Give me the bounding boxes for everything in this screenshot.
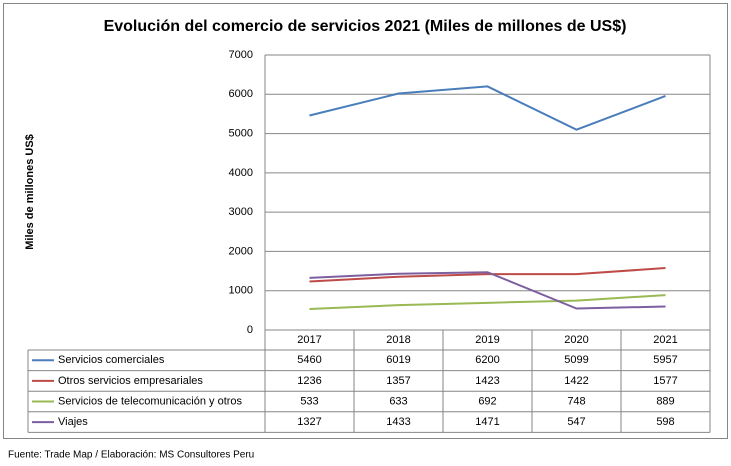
table-value: 6200 (475, 354, 499, 366)
table-value: 5099 (564, 354, 588, 366)
table-value: 889 (656, 395, 674, 407)
y-tick-label: 1000 (229, 285, 253, 297)
series-line (309, 267, 666, 283)
table-value: 1357 (386, 375, 410, 387)
y-tick-label: 5000 (229, 127, 253, 139)
x-tick-label: 2017 (297, 334, 321, 346)
legend-label: Servicios de telecomunicación y otros (58, 395, 243, 407)
x-tick-label: 2020 (564, 334, 588, 346)
table-value: 633 (389, 395, 407, 407)
table-value: 1236 (297, 375, 321, 387)
table-value: 1423 (475, 375, 499, 387)
series-line (309, 294, 666, 311)
table-value: 1433 (386, 416, 410, 428)
table-value: 748 (567, 395, 585, 407)
series-line (309, 85, 666, 131)
table-value: 5460 (297, 354, 321, 366)
table-value: 692 (478, 395, 496, 407)
table-value: 6019 (386, 354, 410, 366)
legend-label: Viajes (58, 416, 88, 428)
table-value: 1471 (475, 416, 499, 428)
y-axis-label: Miles de millones US$ (24, 134, 36, 250)
legend-label: Otros servicios empresariales (58, 375, 203, 387)
y-tick-label: 4000 (229, 167, 253, 179)
y-tick-label: 2000 (229, 245, 253, 257)
table-value: 1577 (653, 375, 677, 387)
table-value: 1327 (297, 416, 321, 428)
y-tick-label: 7000 (229, 49, 253, 61)
source-note: Fuente: Trade Map / Elaboración: MS Cons… (8, 450, 254, 461)
legend-label: Servicios comerciales (58, 354, 165, 366)
table-value: 533 (300, 395, 318, 407)
x-tick-label: 2019 (475, 334, 499, 346)
y-tick-label: 6000 (229, 88, 253, 100)
chart-title: Evolución del comercio de servicios 2021… (104, 18, 627, 35)
x-tick-label: 2018 (386, 334, 410, 346)
table-value: 1422 (564, 375, 588, 387)
chart-border (3, 3, 728, 439)
y-tick-label: 0 (247, 324, 253, 336)
y-tick-label: 3000 (229, 206, 253, 218)
x-tick-label: 2021 (653, 334, 677, 346)
table-value: 598 (656, 416, 674, 428)
series-line (309, 271, 666, 310)
table-value: 5957 (653, 354, 677, 366)
table-value: 547 (567, 416, 585, 428)
